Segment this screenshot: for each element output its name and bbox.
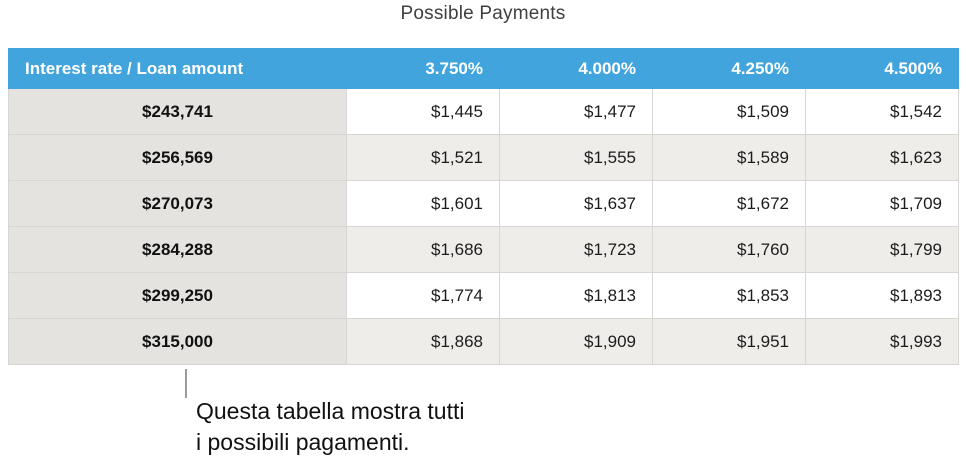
payment-cell: $1,623 <box>805 134 959 181</box>
table-row: $284,288 $1,686 $1,723 $1,760 $1,799 <box>8 226 959 273</box>
payment-cell: $1,555 <box>499 134 653 181</box>
payment-cell: $1,909 <box>499 318 653 365</box>
payment-cell: $1,509 <box>652 88 806 135</box>
header-cell-loan-amount: Interest rate / Loan amount <box>8 48 347 89</box>
table-title: Possible Payments <box>400 3 566 24</box>
callout-connector-line <box>185 369 187 398</box>
payment-cell: $1,601 <box>346 180 500 227</box>
callout-caption: Questa tabella mostra tutti i possibili … <box>196 396 464 458</box>
payment-cell: $1,477 <box>499 88 653 135</box>
row-label: $270,073 <box>8 180 347 227</box>
payment-cell: $1,445 <box>346 88 500 135</box>
payment-cell: $1,799 <box>805 226 959 273</box>
payment-cell: $1,521 <box>346 134 500 181</box>
table-row: $315,000 $1,868 $1,909 $1,951 $1,993 <box>8 318 959 365</box>
payment-cell: $1,893 <box>805 272 959 319</box>
table-row: $256,569 $1,521 $1,555 $1,589 $1,623 <box>8 134 959 181</box>
table-row: $270,073 $1,601 $1,637 $1,672 $1,709 <box>8 180 959 227</box>
header-cell-rate-2: 4.000% <box>499 48 653 89</box>
callout-caption-line-1: Questa tabella mostra tutti <box>196 398 465 424</box>
payment-cell: $1,723 <box>499 226 653 273</box>
payment-cell: $1,813 <box>499 272 653 319</box>
row-label: $299,250 <box>8 272 347 319</box>
row-label: $284,288 <box>8 226 347 273</box>
header-cell-rate-1: 3.750% <box>346 48 500 89</box>
table-row: $243,741 $1,445 $1,477 $1,509 $1,542 <box>8 88 959 135</box>
payment-cell: $1,774 <box>346 272 500 319</box>
table-row: $299,250 $1,774 $1,813 $1,853 $1,893 <box>8 272 959 319</box>
payment-cell: $1,686 <box>346 226 500 273</box>
payment-cell: $1,709 <box>805 180 959 227</box>
payment-cell: $1,760 <box>652 226 806 273</box>
possible-payments-table: Interest rate / Loan amount 3.750% 4.000… <box>8 48 959 365</box>
payment-cell: $1,672 <box>652 180 806 227</box>
payment-cell: $1,993 <box>805 318 959 365</box>
payment-cell: $1,951 <box>652 318 806 365</box>
payment-cell: $1,542 <box>805 88 959 135</box>
header-cell-rate-4: 4.500% <box>805 48 959 89</box>
row-label: $315,000 <box>8 318 347 365</box>
callout-caption-line-2: i possibili pagamenti. <box>196 429 410 455</box>
row-label: $256,569 <box>8 134 347 181</box>
payment-cell: $1,589 <box>652 134 806 181</box>
header-row: Interest rate / Loan amount 3.750% 4.000… <box>8 48 959 89</box>
payment-cell: $1,853 <box>652 272 806 319</box>
payment-cell: $1,868 <box>346 318 500 365</box>
row-label: $243,741 <box>8 88 347 135</box>
header-cell-rate-3: 4.250% <box>652 48 806 89</box>
payment-cell: $1,637 <box>499 180 653 227</box>
